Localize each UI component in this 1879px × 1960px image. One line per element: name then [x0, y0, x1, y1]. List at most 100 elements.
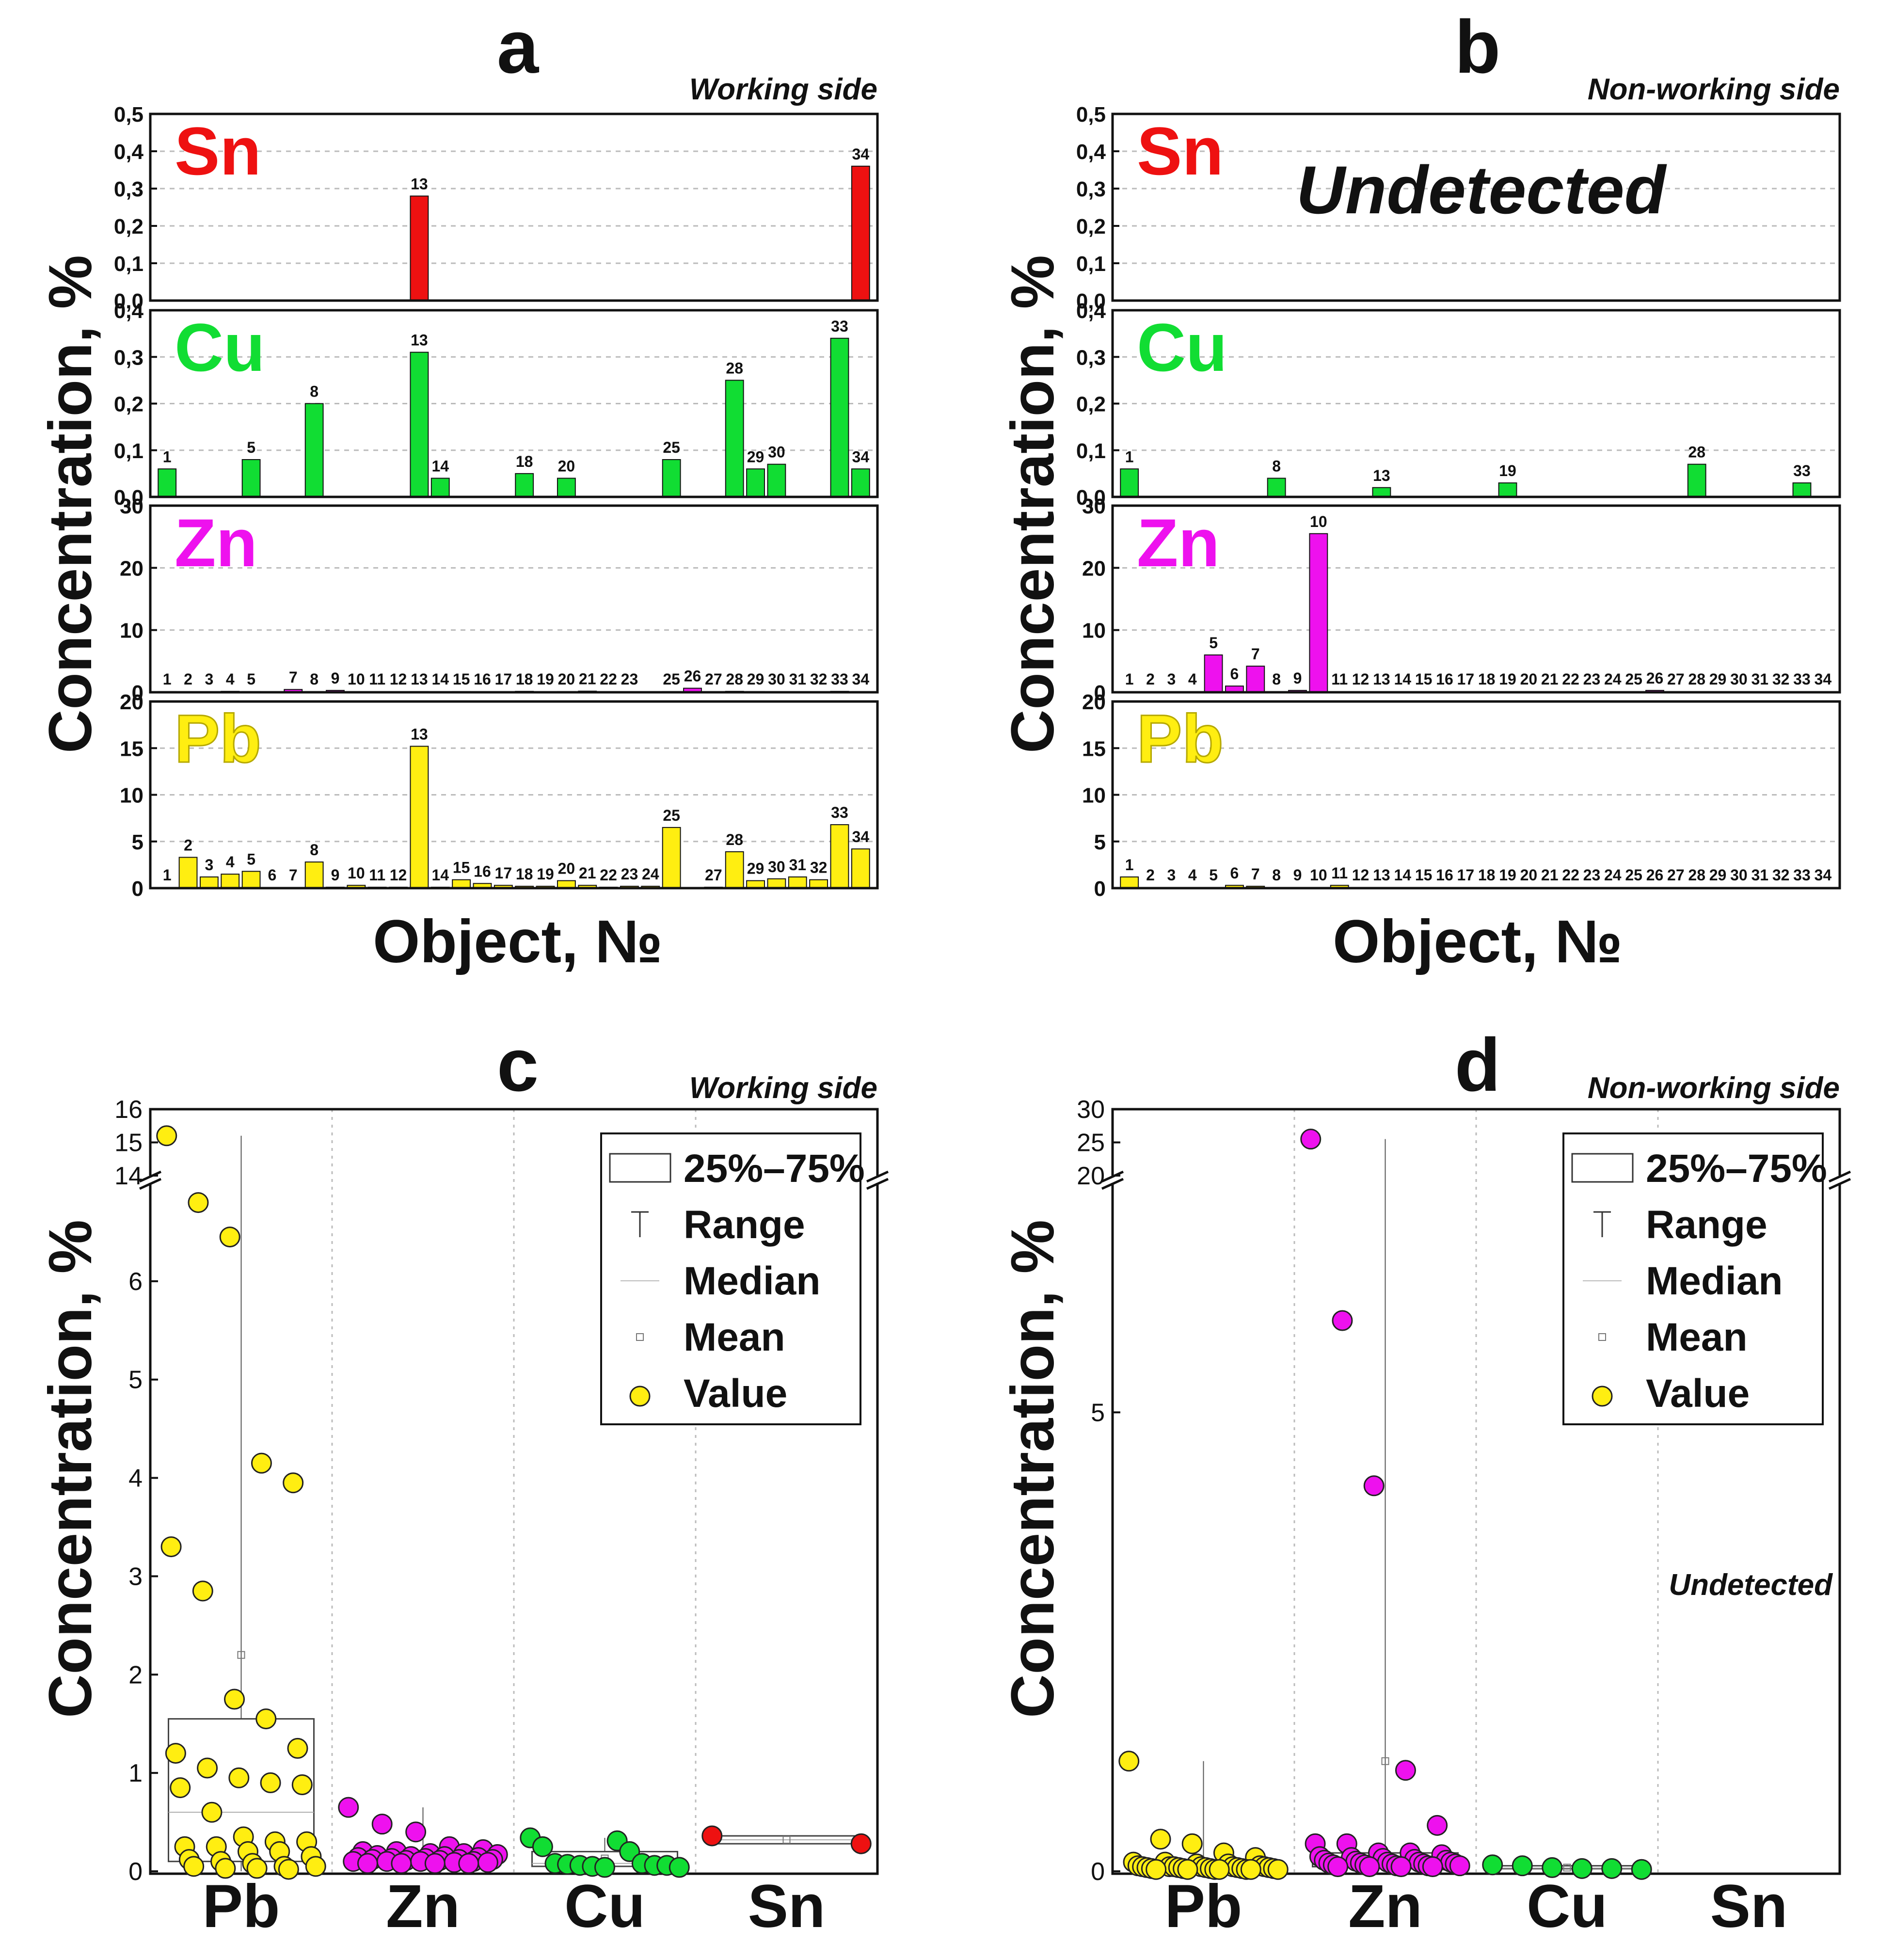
bar-label: 14: [431, 866, 449, 884]
subplot-frame: [149, 112, 879, 302]
bar-label: 1: [1125, 856, 1134, 874]
y-tick-label: 0,0: [1076, 289, 1106, 313]
legend: 25%–75% Range Median Mean Value: [600, 1132, 865, 1425]
bar-label: 27: [1667, 670, 1685, 688]
bar-label: 7: [1251, 865, 1260, 883]
break-mark: [866, 1178, 889, 1190]
group-zn: Zn: [1300, 1129, 1470, 1940]
bar-label: 20: [558, 458, 575, 475]
element-label: Sn: [1137, 113, 1224, 189]
bar-label: 5: [1209, 866, 1218, 884]
bar-label: 31: [789, 670, 806, 688]
x-axis-title: Object, №: [373, 908, 663, 975]
bar-pb-32: [809, 879, 828, 889]
bar-label: 14: [1394, 670, 1411, 688]
bar-label: 25: [1625, 670, 1642, 688]
value-point-pb: [260, 1772, 281, 1793]
bar-label: 6: [1230, 665, 1239, 683]
bar-label: 30: [768, 670, 785, 688]
bar-label: 28: [726, 831, 743, 848]
undetected-note: Undetected: [1296, 152, 1667, 228]
y-tick-label: 20: [1082, 557, 1106, 580]
bar-label: 14: [1394, 866, 1411, 884]
bar-label: 3: [1167, 670, 1176, 688]
bar-label: 10: [1310, 866, 1327, 884]
bar-label: 7: [1251, 645, 1260, 663]
bar-label: 13: [411, 670, 428, 688]
value-point-cu: [669, 1857, 690, 1878]
value-point-zn: [357, 1853, 378, 1874]
subplot-frame: [1111, 700, 1841, 890]
bar-label: 8: [310, 670, 318, 688]
y-tick-label: 0,1: [1076, 252, 1106, 276]
y-tick-label: 25: [1077, 1129, 1105, 1157]
y-axis-title: Concentration, %: [999, 1220, 1067, 1718]
y-tick-label: 5: [1094, 830, 1106, 854]
bar-label: 12: [1352, 670, 1369, 688]
value-point-cu: [1601, 1858, 1623, 1879]
frame-upper: [149, 1108, 879, 1176]
bar-pb-34: [851, 848, 870, 889]
bar-label: 3: [205, 856, 213, 874]
value-point-pb: [170, 1777, 191, 1799]
y-tick-label: 0,0: [114, 289, 143, 313]
panel-letter: b: [1455, 5, 1501, 89]
bar-label: 21: [579, 864, 596, 882]
bar-label: 17: [495, 864, 512, 882]
legend-mean-symbol: [636, 1333, 644, 1341]
value-point-zn: [1395, 1760, 1416, 1781]
value-point-zn: [1332, 1310, 1353, 1331]
bar-cu-13: [1372, 487, 1391, 497]
bar-label: 1: [1125, 670, 1134, 688]
bar-label: 22: [600, 670, 617, 688]
y-tick-label: 0,2: [1076, 393, 1106, 416]
legend-mean-symbol: [1598, 1333, 1606, 1341]
value-point-pb: [1240, 1859, 1261, 1880]
legend-label: Value: [684, 1371, 787, 1416]
bar-label: 26: [1646, 866, 1664, 884]
bar-label: 26: [684, 668, 701, 685]
bar-label: 1: [1125, 448, 1134, 465]
y-tick-label: 5: [128, 1366, 143, 1394]
panel-letter: d: [1455, 1023, 1501, 1107]
value-point-pb: [251, 1452, 272, 1474]
bar-cu-8: [1267, 478, 1286, 497]
value-point-zn: [1300, 1129, 1322, 1150]
bar-label: 31: [1751, 670, 1768, 688]
frame-lower: [149, 1183, 879, 1875]
category-label: Sn: [1710, 1873, 1788, 1940]
value-point-zn: [1390, 1856, 1412, 1878]
y-tick-label: 30: [1082, 494, 1106, 518]
y-tick-label: 0: [1091, 1858, 1105, 1886]
legend-label: Median: [684, 1259, 820, 1303]
y-tick-label: 0,3: [1076, 346, 1106, 369]
legend-label: Mean: [1646, 1315, 1748, 1359]
y-tick-label: 15: [120, 737, 143, 761]
bar-label: 15: [453, 670, 470, 688]
bar-label: 19: [1499, 670, 1516, 688]
legend-label: Median: [1646, 1259, 1783, 1303]
bar-label: 34: [1815, 866, 1832, 884]
bar-label: 2: [184, 670, 192, 688]
element-label: Zn: [175, 505, 257, 581]
bar-cu-20: [557, 478, 576, 497]
bar-label: 13: [411, 332, 428, 349]
bar-label: 3: [1167, 866, 1176, 884]
bar-label: 13: [1373, 866, 1390, 884]
bar-label: 4: [1188, 866, 1197, 884]
value-point-pb: [287, 1737, 308, 1759]
bar-label: 18: [1478, 670, 1496, 688]
bar-pb-1: [1120, 876, 1139, 889]
y-tick-label: 0,2: [1076, 215, 1106, 239]
bar-label: 9: [1293, 866, 1302, 884]
value-point-zn: [1363, 1475, 1385, 1497]
bar-zn-5: [1204, 654, 1223, 693]
value-point-pb: [283, 1472, 304, 1494]
bar-label: 27: [705, 866, 722, 884]
element-label: Pb: [1137, 701, 1224, 777]
value-point-pb: [1150, 1829, 1171, 1850]
x-axis-title: Object, №: [1333, 908, 1623, 975]
bar-label: 4: [226, 670, 235, 688]
